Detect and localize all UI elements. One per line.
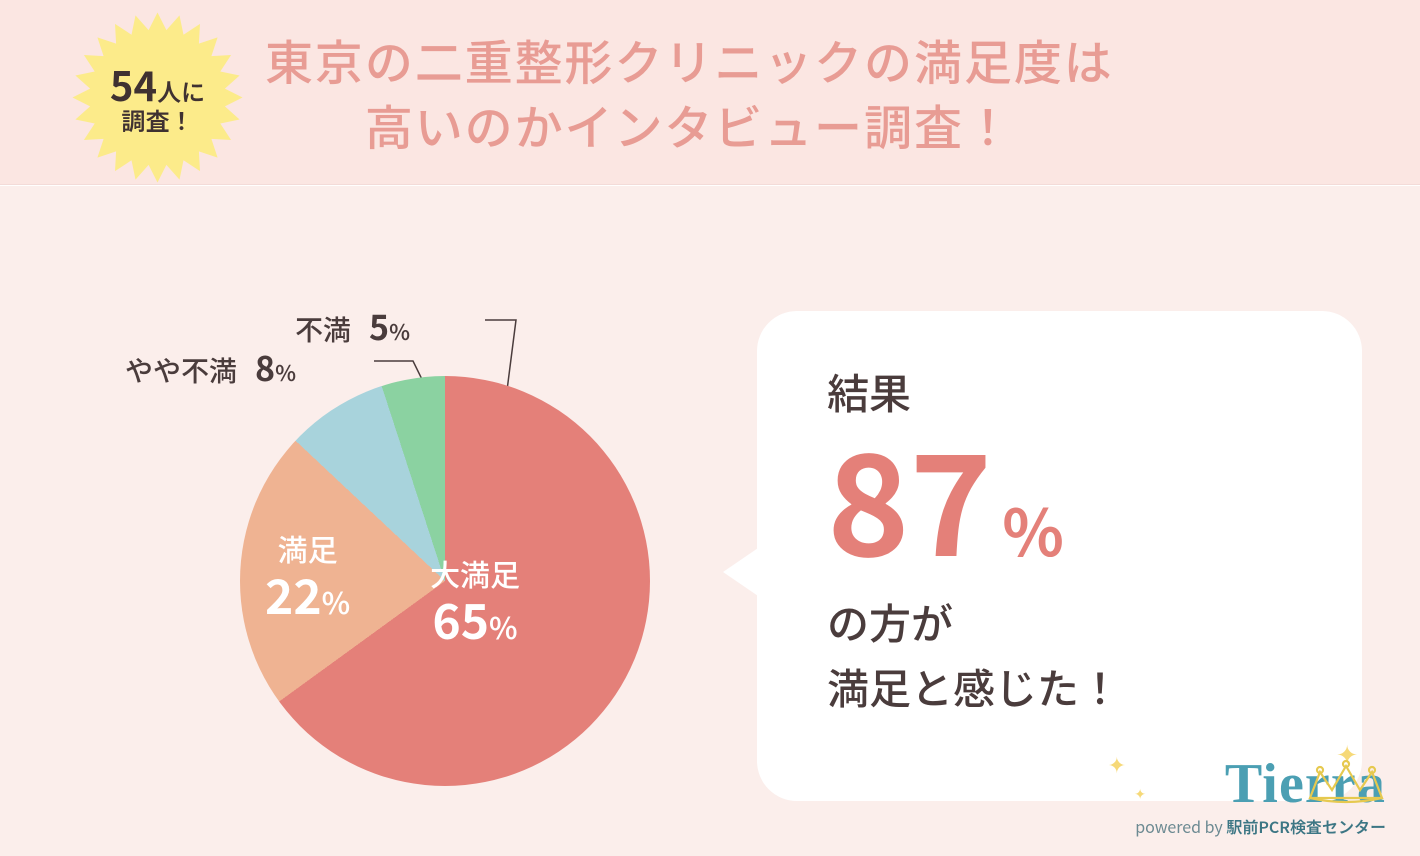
bubble-big-row: 87 % xyxy=(827,426,1304,575)
slice-label-1: 満足 22% xyxy=(265,531,350,621)
bubble-big-number: 87 xyxy=(827,426,992,566)
header: 54人に 調査！ 東京の二重整形クリニックの満足度は 高いのかインタビュー調査！ xyxy=(0,0,1420,185)
title-line2: 高いのかインタビュー調査！ xyxy=(265,92,1114,157)
logo: ✦ ✦ ✦ Tierra powered by 駅前PCR検査センター xyxy=(1135,756,1386,838)
result-bubble: 結果 87 % の方が 満足と感じた！ xyxy=(757,311,1362,801)
badge-line2: 調査！ xyxy=(110,106,205,135)
bubble-big-pct: % xyxy=(1002,483,1064,575)
slice-label-0: 大満足 65% xyxy=(430,556,520,646)
logo-subtitle: powered by 駅前PCR検査センター xyxy=(1135,814,1386,838)
bubble-line4: 満足と感じた！ xyxy=(827,654,1304,719)
sparkle-icon: ✦ xyxy=(1108,748,1126,780)
page-title: 東京の二重整形クリニックの満足度は 高いのかインタビュー調査！ xyxy=(265,27,1114,157)
title-line1: 東京の二重整形クリニックの満足度は xyxy=(265,27,1114,92)
slice-label-3: 不満5% xyxy=(295,301,410,350)
crown-icon xyxy=(1302,754,1392,808)
pie-chart: 大満足 65% 満足 22% やや不満8% 不満5% xyxy=(130,256,730,816)
sparkle-icon: ✦ xyxy=(1134,784,1146,804)
slice-label-2: やや不満8% xyxy=(125,342,296,391)
bubble-line3: の方が xyxy=(827,589,1304,654)
survey-badge: 54人に 調査！ xyxy=(70,10,245,185)
main-panel: 大満足 65% 満足 22% やや不満8% 不満5% 結果 87 % の方が 満… xyxy=(0,185,1420,856)
